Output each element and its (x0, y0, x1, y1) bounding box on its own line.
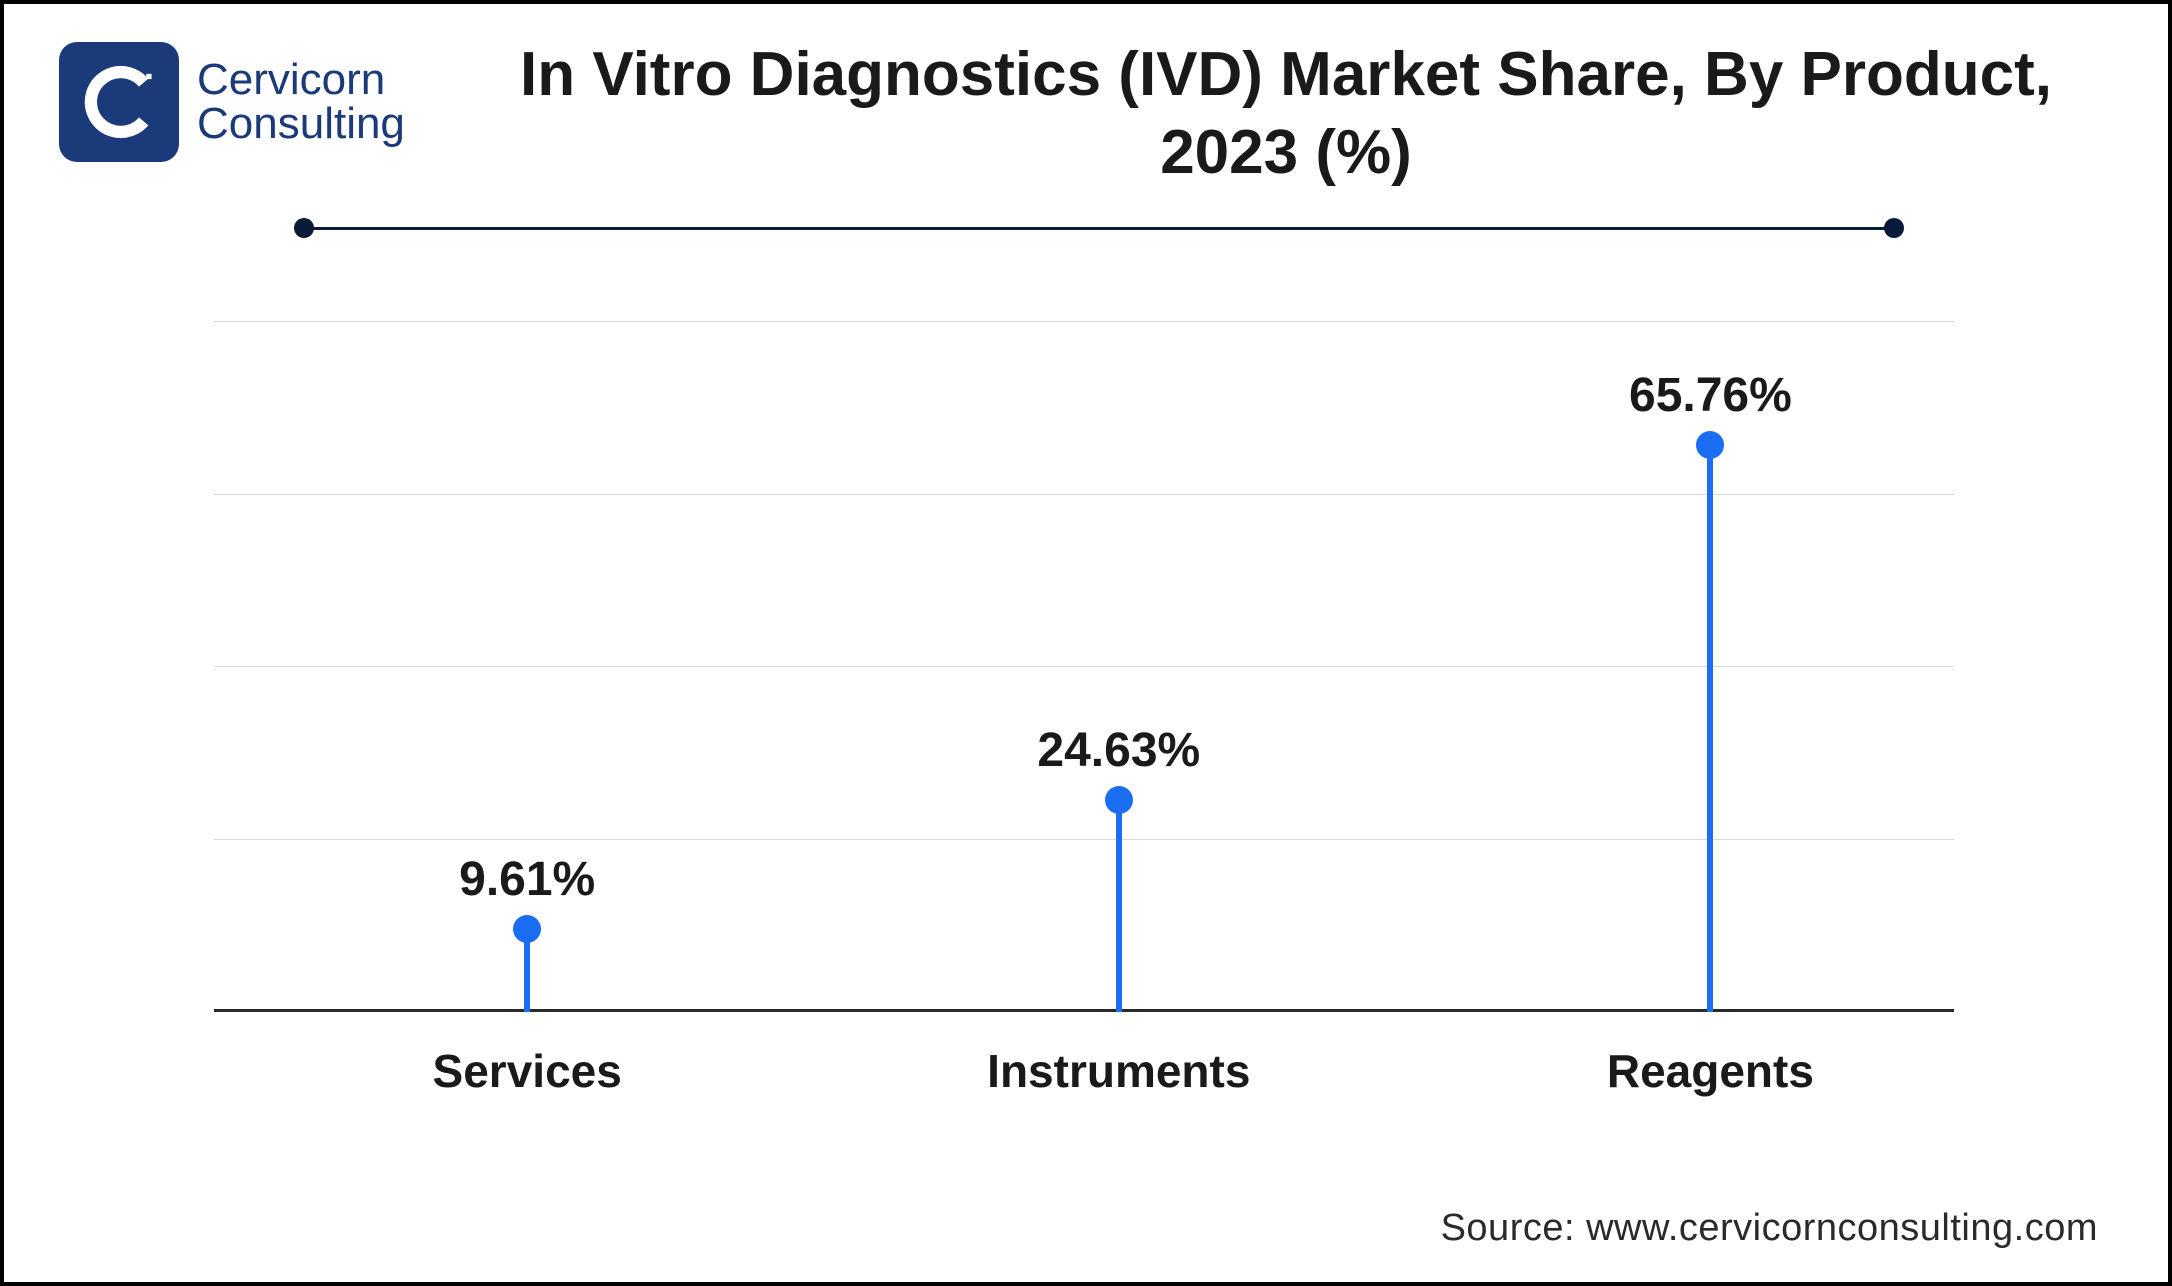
chart-title: In Vitro Diagnostics (IVD) Market Share,… (464, 36, 2108, 191)
value-label: 24.63% (1037, 723, 1200, 778)
logo-text-line1: Cervicorn (197, 58, 405, 102)
divider-dot-left (294, 218, 314, 238)
category-label: Services (433, 1044, 622, 1098)
logo-text: Cervicorn Consulting (197, 58, 405, 146)
lollipop-dot (513, 915, 541, 943)
gridline (214, 666, 1954, 667)
value-label: 65.76% (1629, 368, 1792, 423)
lollipop-stem (1707, 445, 1713, 1012)
source-attribution: Source: www.cervicornconsulting.com (1441, 1207, 2098, 1250)
gridline (214, 321, 1954, 322)
chart-baseline (214, 1009, 1954, 1012)
divider-line (304, 227, 1894, 230)
value-label: 9.61% (459, 852, 595, 907)
chart-frame: Cervicorn Consulting In Vitro Diagnostic… (0, 0, 2172, 1286)
gridline (214, 839, 1954, 840)
logo-mark (59, 42, 179, 162)
logo-text-line2: Consulting (197, 102, 405, 146)
category-label: Instruments (987, 1044, 1250, 1098)
lollipop-dot (1696, 431, 1724, 459)
divider-dot-right (1884, 218, 1904, 238)
title-divider (304, 218, 1894, 238)
brand-logo: Cervicorn Consulting (59, 42, 405, 162)
logo-c-icon (75, 58, 163, 146)
category-label: Reagents (1607, 1044, 1814, 1098)
gridline (214, 494, 1954, 495)
lollipop-dot (1105, 786, 1133, 814)
lollipop-stem (1116, 800, 1122, 1012)
chart-plot-area: 9.61%Services24.63%Instruments65.76%Reag… (214, 322, 1954, 1012)
